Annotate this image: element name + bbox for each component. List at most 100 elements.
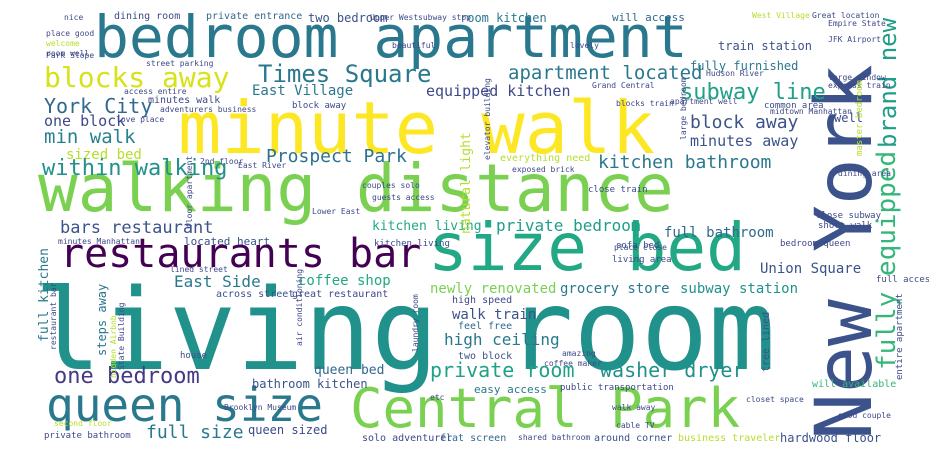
word-solo-adventurer: solo adventurer [362, 433, 453, 444]
word-etc: etc [430, 393, 445, 402]
word-state-building: State Building [117, 302, 126, 370]
word-one-bedroom: one bedroom [54, 364, 200, 389]
word-full-bathroom: full bathroom [664, 225, 774, 241]
word-sofa-bed: sofa bed [616, 241, 660, 251]
word-private-bathroom: private bathroom [44, 431, 131, 441]
word-minute-walk: minute walk [178, 86, 655, 170]
word-block-away-small: block away [292, 101, 347, 111]
word-good-couple: good couple [838, 411, 891, 420]
word-second-floor: second floor [54, 419, 112, 428]
word-brooklyn-museum: air conditioning [295, 268, 304, 346]
word-street-parking: street parking [146, 59, 214, 68]
word-size-bed: size bed [428, 209, 746, 286]
word-flat-screen: flat screen [440, 433, 507, 444]
word-blocks-train: blocks train [616, 99, 674, 108]
word-central-park: Central Park [350, 377, 741, 440]
word-fully-furnished: fully furnished [690, 59, 799, 73]
word-jfk-airport: JFK Airport [828, 35, 881, 44]
word-minutes-away: minutes away [690, 132, 799, 150]
word-everything-need: everything need [500, 153, 591, 164]
word-hardwood-floor: hardwood floor [780, 431, 882, 445]
word-kitchen-bathroom: kitchen bathroom [598, 152, 772, 173]
word-closet-space: closet space [746, 395, 804, 404]
word-two-block: two block [458, 351, 513, 362]
word-walk-train: walk train [452, 307, 537, 323]
word-subway-station: subway station [680, 281, 799, 297]
word-bathroom-kitchen: bathroom kitchen [252, 377, 368, 391]
word-cable-tv: cable TV [616, 421, 655, 430]
word-great-restaurant: great restaurant [292, 289, 389, 300]
word-times-square: Times Square [258, 60, 432, 88]
word-queen-size: queen size [46, 378, 323, 432]
word-well: well [834, 111, 863, 125]
word-west-village: West Village [752, 11, 810, 20]
word-steps-away: steps away [95, 283, 109, 356]
word-master-bedroom: master bedroom [855, 80, 865, 156]
word-laundry-room: laundry room [411, 294, 420, 352]
word-east-river: East River [238, 161, 287, 170]
word-beautiful: beautiful [392, 41, 436, 50]
word-across-street: across street [216, 289, 295, 300]
word-great-location: Great location [812, 11, 880, 20]
word-high-ceiling: high ceiling [444, 330, 560, 349]
word-entire-apartment: entire apartment [895, 293, 905, 380]
word-will-access: will access [612, 11, 685, 24]
word-coffee-shop: coffee shop [298, 273, 391, 289]
word-living-area: living area [612, 255, 672, 265]
word-hudson-river: Hudson River [706, 69, 764, 78]
word-coffee-maker: coffee maker [544, 359, 602, 368]
word-empire-state: Empire State [828, 19, 886, 28]
word-apartment-well: apartment well [670, 97, 738, 106]
word-queen-bed: queen bed [314, 363, 385, 378]
word-equipped-kitchen: equipped kitchen [426, 82, 571, 100]
word-shared-bathroom: shared bathroom [518, 433, 591, 442]
word-subway-stop: subway stop [418, 13, 471, 22]
word-nice: nice [64, 13, 84, 22]
word-kitchen-living-small: kitchen living [374, 239, 450, 249]
word-private-room: private room [430, 358, 575, 382]
word-welcome: Brooklyn Museum [224, 403, 297, 412]
word-subway-line: subway line [680, 80, 826, 105]
word-access-entire: access entire [124, 87, 187, 96]
word-bedroom-queen: bedroom queen [780, 239, 851, 249]
word-within-walking: within walking [42, 156, 228, 181]
word-grocery-store: grocery store [560, 281, 670, 297]
word-room-well: room well [46, 49, 90, 58]
word-full-size: full size [146, 422, 244, 443]
word-natural-light: natural light [459, 132, 474, 234]
word-high-speed: high speed [452, 295, 513, 306]
word-large-bedroom: large bedroom [679, 77, 688, 140]
word-feel-free: feel free [458, 321, 513, 332]
word-bars-restaurant: bars restaurant [60, 218, 214, 238]
word-apartment-located: apartment located [508, 62, 703, 84]
word-grand-central: Grand Central [592, 81, 655, 90]
word-short-walk: short walk [818, 221, 873, 231]
word-adventurers-business: adventurers business [160, 105, 257, 114]
word-place-close: place close [614, 243, 667, 252]
word-east-village: East Village [252, 83, 354, 99]
word-2nd-floor: 2nd floor [200, 157, 244, 166]
word-restaurants-bar: restaurants bar [60, 231, 422, 277]
word-couples-solo: couples solo [362, 181, 420, 190]
word-public-transportation: public transportation [560, 383, 674, 393]
word-large-window: large window [828, 73, 886, 82]
word-will-available: will available [812, 379, 897, 390]
word-one-block: one block [44, 112, 126, 130]
word-business-traveler: business traveler [678, 433, 781, 444]
word-upper-west: Upper West [370, 13, 419, 22]
word-east-side: East Side [174, 272, 261, 291]
word-exposed-brick: exposed brick [512, 165, 575, 174]
word-bedroom-apartment: bedroom apartment [94, 3, 688, 71]
word-prospect-park: Prospect Park [266, 146, 407, 167]
word-walk-away: walk away [612, 403, 656, 412]
word-house: house [180, 351, 208, 361]
word-park-slope: welcome [46, 39, 80, 48]
word-common-area: common area [764, 101, 824, 111]
word-tree-lined: tree lined [761, 311, 772, 372]
word-amazing: amazing [562, 349, 596, 358]
word-minutes-walk: minutes walk [148, 95, 221, 106]
word-queen-sized: queen sized [248, 423, 328, 437]
word-walking-distance: walking distance [38, 150, 674, 227]
word-place-good: place good [46, 29, 95, 38]
